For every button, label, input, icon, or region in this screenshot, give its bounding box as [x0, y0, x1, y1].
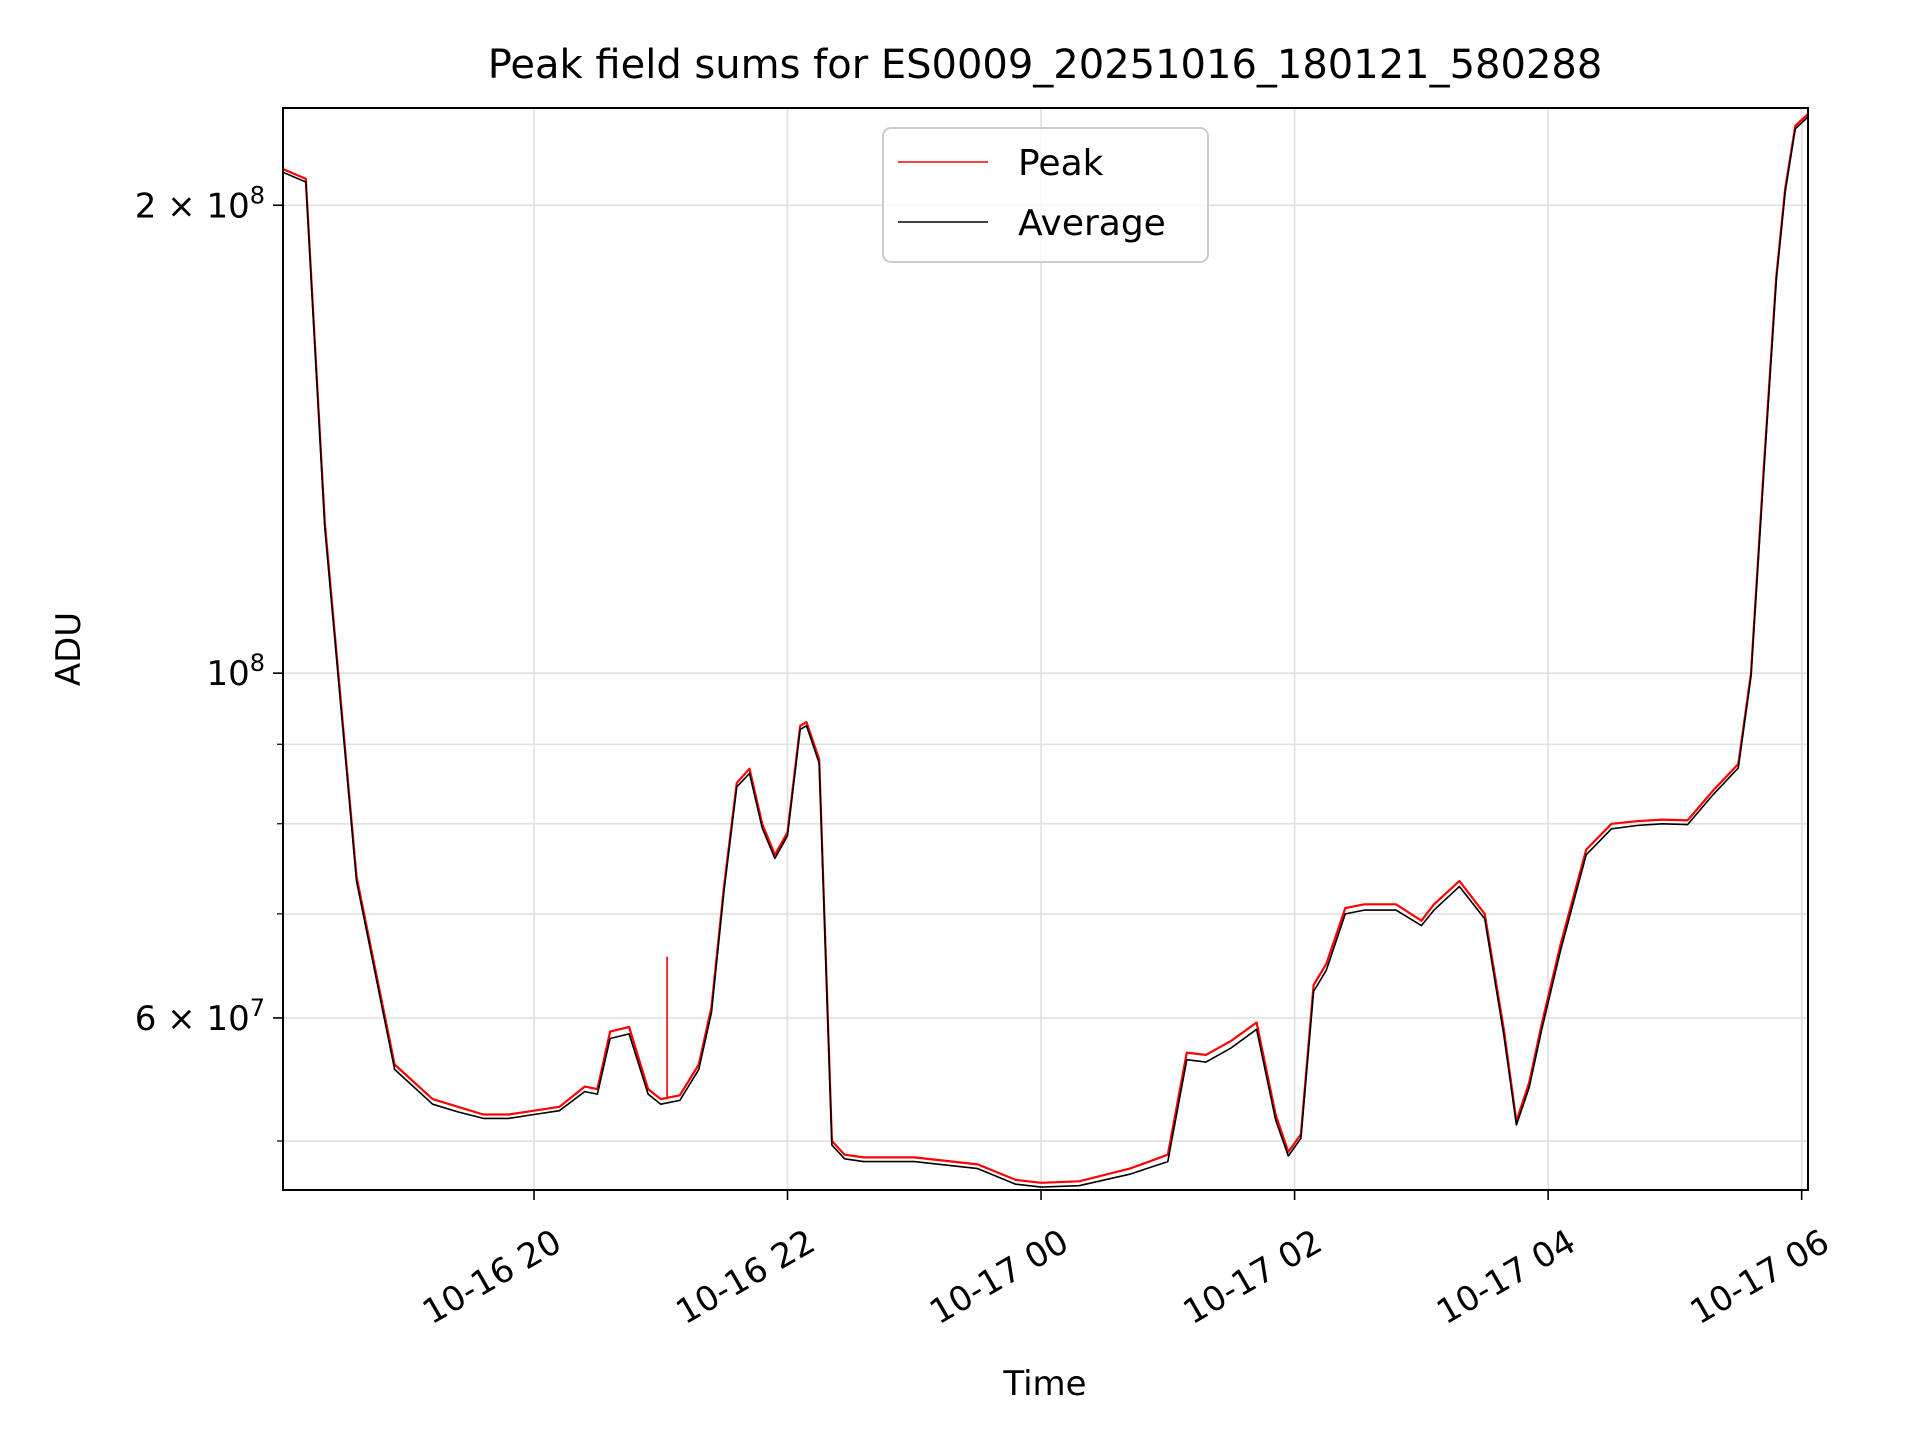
series-layer: [282, 113, 1809, 1188]
peak-series-line: [282, 113, 1809, 1184]
legend-label-average: Average: [1018, 203, 1166, 244]
chart-title: Peak field sums for ES0009_20251016_1801…: [488, 42, 1603, 88]
x-axis-label: Time: [1002, 1364, 1086, 1404]
grid: [283, 108, 1808, 1190]
y-axis-label: ADU: [49, 612, 89, 686]
average-series-line: [282, 116, 1809, 1188]
plot-frame: [282, 107, 1809, 1191]
y-axis: 108 2 × 108 6 × 107: [135, 181, 283, 1142]
y-tick-label: 2 × 108: [135, 181, 265, 226]
y-tick-label: 6 × 107: [135, 994, 265, 1039]
legend-label-peak: Peak: [1018, 143, 1104, 184]
y-tick-label: 108: [206, 649, 265, 694]
legend: Peak Average: [882, 127, 1209, 263]
